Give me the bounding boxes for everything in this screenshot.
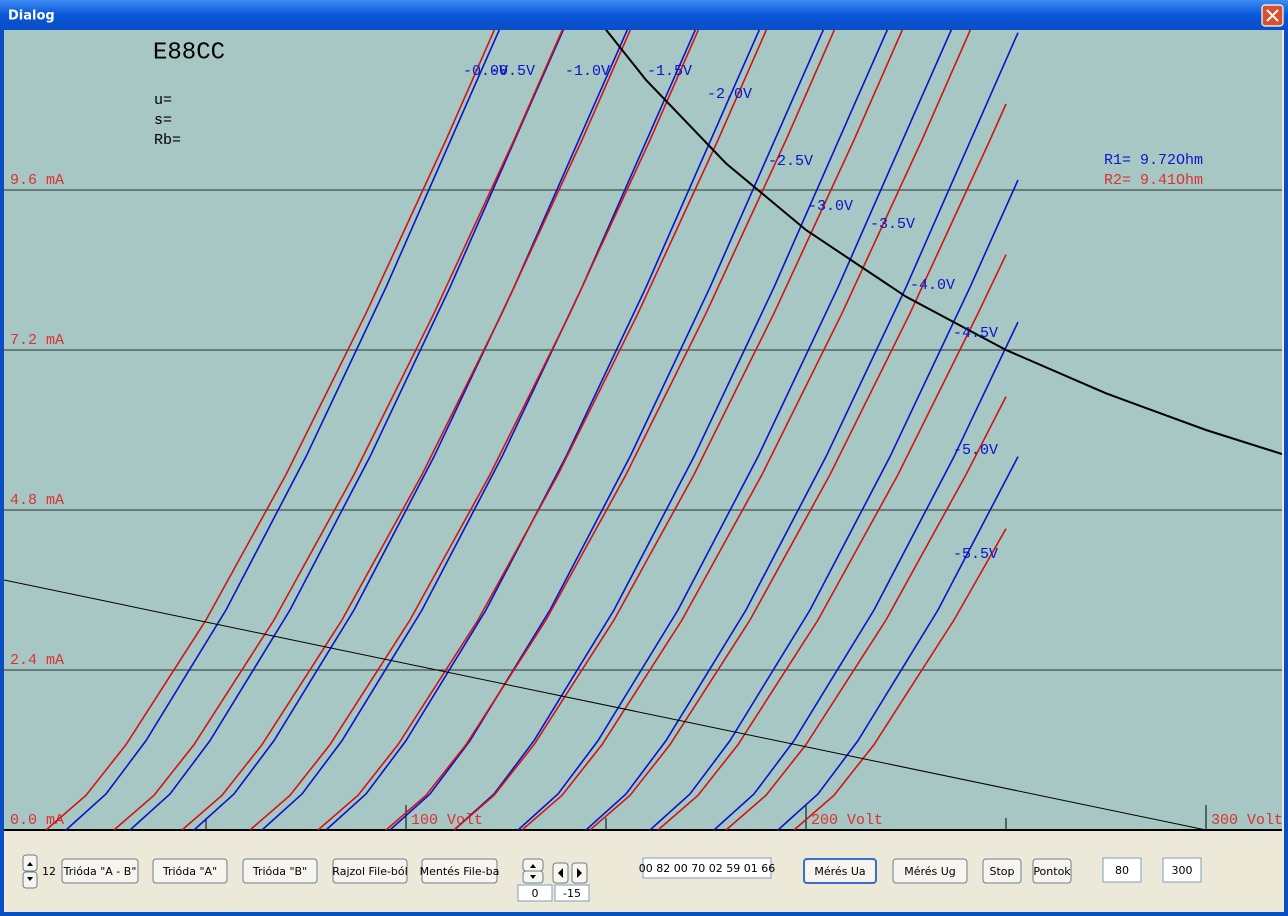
mode-button-frame[interactable] [332, 858, 408, 884]
limit-field-text: 80 [1115, 864, 1129, 877]
curve-label: -5.0V [953, 442, 998, 459]
hex-field-text: 00 82 00 70 02 59 01 66 [639, 862, 775, 875]
mode-button[interactable]: Trióda "A" [152, 858, 228, 884]
characteristic-curve [65, 30, 501, 831]
mode-button-label[interactable]: Trióda "B" [252, 865, 307, 878]
characteristic-curve [657, 254, 1007, 831]
mode-button-label[interactable]: Trióda "A - B" [63, 865, 137, 878]
mode-button-label[interactable]: Mentés File-ba [420, 865, 500, 878]
offset-field-text: -15 [563, 887, 581, 900]
resistance-label: R1= 9.72Ohm [1104, 152, 1203, 169]
action-button[interactable]: Mérés Ug [892, 858, 968, 884]
characteristic-curve [193, 30, 629, 831]
x-tick-label: 100 Volt [411, 812, 483, 829]
curves [4, 30, 1282, 831]
action-button[interactable]: Pontok [1032, 858, 1072, 884]
limit-line [4, 579, 1207, 831]
curve-label: -1.0V [565, 63, 610, 80]
curve-label: -5.5V [953, 546, 998, 563]
y-tick-label: 0.0 mA [10, 812, 64, 829]
characteristic-curve [385, 30, 836, 831]
mode-button-frame[interactable] [421, 858, 498, 884]
offset-field[interactable] [517, 884, 553, 902]
characteristic-curve [317, 30, 768, 831]
curve-label: -0.0V [463, 63, 508, 80]
action-button-frame[interactable] [1032, 858, 1072, 884]
action-button-label[interactable]: Mérés Ug [904, 865, 956, 878]
x-tick-label: 300 Volt [1211, 812, 1283, 829]
characteristic-curve [181, 30, 632, 831]
curve-label: -3.5V [870, 216, 915, 233]
y-tick-label: 9.6 mA [10, 172, 64, 189]
y-tick-label: 4.8 mA [10, 492, 64, 509]
characteristic-curve [113, 30, 564, 831]
characteristic-curve [649, 179, 1019, 831]
mode-button[interactable]: Mentés File-ba [420, 858, 500, 884]
action-button-label[interactable]: Mérés Ua [814, 865, 865, 878]
control-panel: 12 Trióda "A - B" Trióda "A" Trióda "B" Rajz… [22, 854, 1202, 902]
action-button-label[interactable]: Stop [989, 865, 1014, 878]
y-tick-label: 7.2 mA [10, 332, 64, 349]
characteristic-curve [261, 30, 697, 831]
action-button[interactable]: Mérés Ua [803, 858, 877, 884]
characteristic-curve [45, 30, 496, 831]
hex-field[interactable] [642, 857, 772, 879]
action-button-label[interactable]: Pontok [1033, 865, 1071, 878]
curve-label: -4.5V [953, 325, 998, 342]
mode-button-frame[interactable] [61, 858, 139, 884]
mode-button-frame[interactable] [242, 858, 318, 884]
curve-label: -2.5V [768, 153, 813, 170]
characteristic-curve [713, 321, 1019, 831]
characteristic-curve [517, 30, 953, 831]
curve-label: -3.0V [808, 198, 853, 215]
characteristic-curve [725, 396, 1007, 831]
mode-button-label[interactable]: Trióda "A" [162, 865, 217, 878]
characteristic-curve [453, 30, 889, 831]
characteristic-curve [589, 103, 1007, 831]
limit-field[interactable] [1102, 857, 1142, 883]
y-tick-label: 2.4 mA [10, 652, 64, 669]
x-tick-label: 200 Volt [811, 812, 883, 829]
characteristic-curve [389, 30, 825, 831]
spin-arrows [27, 862, 33, 881]
annotation: u= [154, 92, 172, 109]
curve-label: -1.5V [647, 63, 692, 80]
mode-button[interactable]: Trióda "A - B" [61, 858, 139, 884]
action-button[interactable]: Stop [982, 858, 1022, 884]
limit-field-text: 300 [1172, 864, 1193, 877]
curve-label: -4.0V [910, 277, 955, 294]
characteristic-curve [777, 456, 1019, 831]
annotation: Rb= [154, 132, 181, 149]
action-button-frame[interactable] [803, 858, 877, 884]
action-button-frame[interactable] [892, 858, 968, 884]
counter-value: 12 [42, 865, 56, 878]
characteristic-curve [249, 30, 700, 831]
offset-field-text: 0 [532, 887, 539, 900]
mode-button-frame[interactable] [152, 858, 228, 884]
curve-label: -2.0V [707, 86, 752, 103]
limit-line [604, 30, 1282, 455]
action-button-frame[interactable] [982, 858, 1022, 884]
mode-button[interactable]: Rajzol File-ból [332, 858, 408, 884]
characteristic-curve [453, 30, 904, 831]
mode-button[interactable]: Trióda "B" [242, 858, 318, 884]
mode-button-label[interactable]: Rajzol File-ból [332, 865, 407, 878]
title-bar [0, 0, 1288, 30]
resistance-label: R2= 9.41Ohm [1104, 172, 1203, 189]
limit-field[interactable] [1162, 857, 1202, 883]
chart-title: E88CC [153, 39, 225, 66]
plot-area: 0.0 mA 2.4 mA 4.8 mA 7.2 mA 9.6 mA 100 Volt 20… [4, 30, 1283, 831]
characteristic-curve [585, 32, 1019, 831]
curve-label: -0.5V [490, 63, 535, 80]
offset-field[interactable] [554, 884, 590, 902]
annotation: s= [154, 112, 172, 129]
close-button[interactable] [1261, 4, 1284, 27]
characteristic-curve [521, 30, 972, 831]
characteristic-curve [793, 528, 1007, 831]
window-title: Dialog [8, 9, 55, 24]
